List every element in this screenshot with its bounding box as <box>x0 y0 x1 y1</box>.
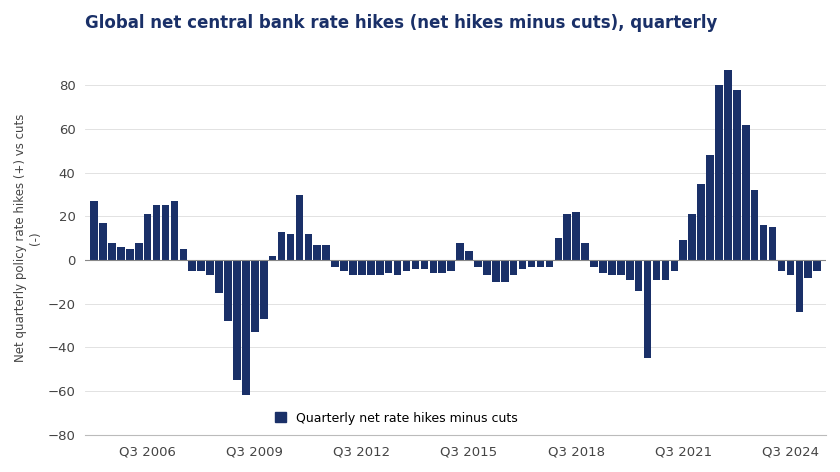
Bar <box>813 260 821 271</box>
Bar <box>323 245 330 260</box>
Bar <box>662 260 669 280</box>
Bar <box>742 125 749 260</box>
Bar <box>751 190 759 260</box>
Bar <box>144 214 151 260</box>
Bar <box>537 260 544 267</box>
Bar <box>117 247 124 260</box>
Bar <box>305 234 312 260</box>
Bar <box>153 205 160 260</box>
Bar <box>778 260 785 271</box>
Bar <box>278 232 286 260</box>
Bar <box>171 201 178 260</box>
Bar <box>519 260 527 269</box>
Bar <box>617 260 625 275</box>
Bar <box>242 260 249 396</box>
Bar <box>340 260 348 271</box>
Bar <box>786 260 794 275</box>
Bar <box>706 155 714 260</box>
Bar <box>215 260 223 293</box>
Bar <box>626 260 633 280</box>
Bar <box>689 214 696 260</box>
Bar <box>188 260 196 271</box>
Bar <box>286 234 294 260</box>
Bar <box>402 260 410 271</box>
Bar <box>697 184 705 260</box>
Bar <box>456 243 464 260</box>
Bar <box>501 260 508 282</box>
Bar <box>108 243 116 260</box>
Bar <box>135 243 143 260</box>
Bar <box>483 260 491 275</box>
Bar <box>260 260 267 319</box>
Bar <box>251 260 259 332</box>
Bar <box>234 260 241 380</box>
Bar <box>795 260 803 312</box>
Bar <box>715 85 722 260</box>
Bar <box>591 260 598 267</box>
Text: Global net central bank rate hikes (net hikes minus cuts), quarterly: Global net central bank rate hikes (net … <box>85 14 717 32</box>
Bar <box>162 205 170 260</box>
Bar <box>554 238 562 260</box>
Bar <box>358 260 365 275</box>
Bar <box>492 260 500 282</box>
Bar <box>643 260 651 358</box>
Bar <box>528 260 535 267</box>
Bar <box>564 214 571 260</box>
Bar <box>465 251 473 260</box>
Bar <box>769 228 776 260</box>
Bar <box>670 260 678 271</box>
Bar <box>99 223 107 260</box>
Bar <box>599 260 606 273</box>
Bar <box>224 260 232 321</box>
Bar <box>581 243 589 260</box>
Bar <box>90 201 98 260</box>
Bar <box>680 240 687 260</box>
Bar <box>126 249 134 260</box>
Bar <box>608 260 616 275</box>
Bar <box>724 70 732 260</box>
Bar <box>331 260 339 267</box>
Bar <box>269 256 276 260</box>
Bar <box>367 260 375 275</box>
Bar <box>448 260 455 271</box>
Bar <box>653 260 660 280</box>
Bar <box>474 260 482 267</box>
Bar <box>207 260 214 275</box>
Bar <box>376 260 384 275</box>
Bar <box>429 260 437 273</box>
Legend: Quarterly net rate hikes minus cuts: Quarterly net rate hikes minus cuts <box>275 412 518 424</box>
Bar <box>412 260 419 269</box>
Bar <box>760 225 768 260</box>
Bar <box>313 245 321 260</box>
Bar <box>394 260 402 275</box>
Y-axis label: Net quarterly policy rate hikes (+) vs cuts
(-): Net quarterly policy rate hikes (+) vs c… <box>14 114 42 362</box>
Bar <box>385 260 392 273</box>
Bar <box>733 90 741 260</box>
Bar <box>545 260 554 267</box>
Bar <box>296 194 303 260</box>
Bar <box>197 260 205 271</box>
Bar <box>635 260 643 291</box>
Bar <box>180 249 187 260</box>
Bar <box>510 260 517 275</box>
Bar <box>805 260 812 278</box>
Bar <box>421 260 428 269</box>
Bar <box>349 260 357 275</box>
Bar <box>572 212 580 260</box>
Bar <box>438 260 446 273</box>
